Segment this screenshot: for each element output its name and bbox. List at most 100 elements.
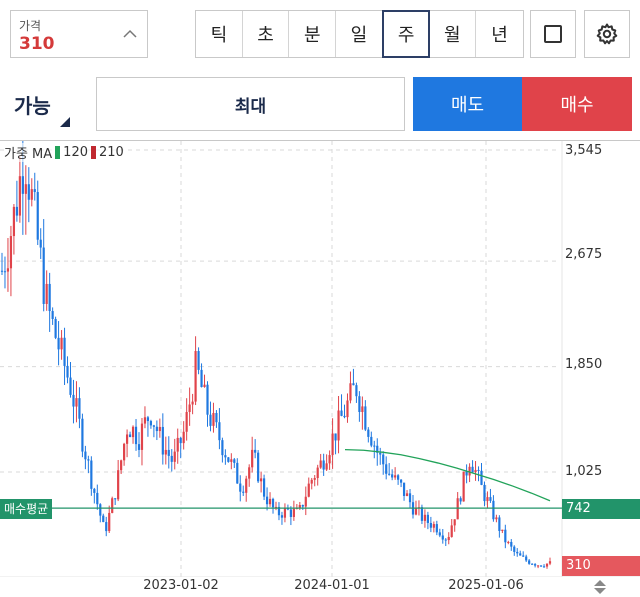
candle-body xyxy=(185,411,188,432)
candle-body xyxy=(346,400,349,418)
candle-body xyxy=(405,493,409,496)
candle-body xyxy=(105,522,108,532)
candle-body xyxy=(337,410,340,441)
candle-body xyxy=(75,398,78,407)
candle-body xyxy=(111,498,114,513)
tab-tick[interactable]: 틱 xyxy=(196,11,243,57)
ma210-swatch xyxy=(91,146,96,159)
candle-body xyxy=(483,484,486,502)
candle-body xyxy=(307,483,310,497)
candle-body xyxy=(292,508,295,517)
candle-body xyxy=(236,462,239,484)
candle-body xyxy=(480,470,483,485)
tab-year[interactable]: 년 xyxy=(476,11,523,57)
price-selector[interactable]: 가격 310 xyxy=(10,10,148,58)
candle-body xyxy=(24,184,27,194)
x-tick-2024: 2024-01-01 xyxy=(294,578,370,593)
candle-body xyxy=(388,473,391,475)
candle-body xyxy=(257,452,260,482)
candle-body xyxy=(15,206,18,216)
candle-body xyxy=(93,488,96,493)
candle-body xyxy=(522,555,525,557)
candle-body xyxy=(206,384,209,415)
candle-body xyxy=(51,311,54,319)
candle-body xyxy=(268,498,272,505)
candle-body xyxy=(304,496,307,507)
available-selector[interactable]: 가능 xyxy=(0,76,80,130)
settings-button[interactable] xyxy=(584,10,630,58)
candle-body xyxy=(340,410,343,416)
candle-body xyxy=(152,425,155,427)
candle-body xyxy=(30,189,33,200)
candle-body xyxy=(420,507,424,521)
candle-body xyxy=(358,396,361,412)
candle-body xyxy=(215,413,218,423)
candle-body xyxy=(385,464,388,474)
candle-body xyxy=(60,337,63,350)
candle-body xyxy=(325,463,328,470)
ma120-line xyxy=(344,448,551,502)
candle-body xyxy=(209,414,212,426)
scroll-arrows-icon[interactable] xyxy=(591,578,609,596)
candle-body xyxy=(6,268,10,272)
buy-button[interactable]: 매수 xyxy=(522,77,632,131)
candle-body xyxy=(128,434,132,438)
candle-body xyxy=(21,176,24,194)
candle-body xyxy=(471,466,474,473)
candle-body xyxy=(435,524,438,533)
candle-body xyxy=(408,493,412,503)
candle-body xyxy=(394,475,397,478)
tab-week[interactable]: 주 xyxy=(381,10,431,58)
candle-body xyxy=(0,270,4,272)
candle-body xyxy=(164,449,167,455)
y-tick-3545: 3,545 xyxy=(565,143,603,158)
y-tick-2675: 2,675 xyxy=(565,247,603,262)
candle-body xyxy=(426,514,429,523)
candle-body xyxy=(399,479,403,483)
candle-body xyxy=(117,470,120,500)
candle-body xyxy=(397,475,400,480)
chart-divider xyxy=(0,140,640,141)
candle-body xyxy=(72,394,75,407)
candle-body xyxy=(447,536,450,541)
candle-body xyxy=(87,459,90,461)
fullscreen-button[interactable] xyxy=(530,10,576,58)
candle-body xyxy=(96,492,99,505)
candle-body xyxy=(432,524,435,528)
candle-body xyxy=(277,506,281,516)
tab-second[interactable]: 초 xyxy=(242,11,290,57)
candle-body xyxy=(140,423,144,450)
candle-body xyxy=(391,474,394,478)
candle-body xyxy=(251,449,254,468)
candle-body xyxy=(242,491,245,493)
candle-body xyxy=(254,449,257,453)
available-label: 가능 xyxy=(14,94,51,118)
candle-body xyxy=(63,337,66,366)
candle-body xyxy=(462,471,465,502)
candle-body xyxy=(367,429,370,437)
candle-body xyxy=(465,471,468,476)
tab-month[interactable]: 월 xyxy=(429,11,477,57)
candle-body xyxy=(352,383,355,386)
candle-body xyxy=(289,509,292,517)
candle-body xyxy=(486,497,489,502)
sell-button[interactable]: 매도 xyxy=(413,77,522,131)
candle-body xyxy=(361,406,364,412)
price-chart[interactable] xyxy=(0,141,640,577)
candle-body xyxy=(27,184,30,200)
candle-body xyxy=(18,176,21,216)
tab-day[interactable]: 일 xyxy=(336,11,383,57)
candle-body xyxy=(108,512,111,532)
tab-minute[interactable]: 분 xyxy=(289,11,337,57)
candle-body xyxy=(328,455,331,464)
candle-body xyxy=(444,539,447,541)
square-icon xyxy=(544,25,562,43)
candle-body xyxy=(146,417,150,422)
quantity-max-button[interactable]: 최대 xyxy=(96,77,405,131)
candle-body xyxy=(379,452,382,455)
candle-body xyxy=(492,500,495,520)
candle-body xyxy=(438,532,441,536)
candle-body xyxy=(528,560,531,564)
candle-body xyxy=(176,437,179,452)
candle-body xyxy=(453,519,456,526)
